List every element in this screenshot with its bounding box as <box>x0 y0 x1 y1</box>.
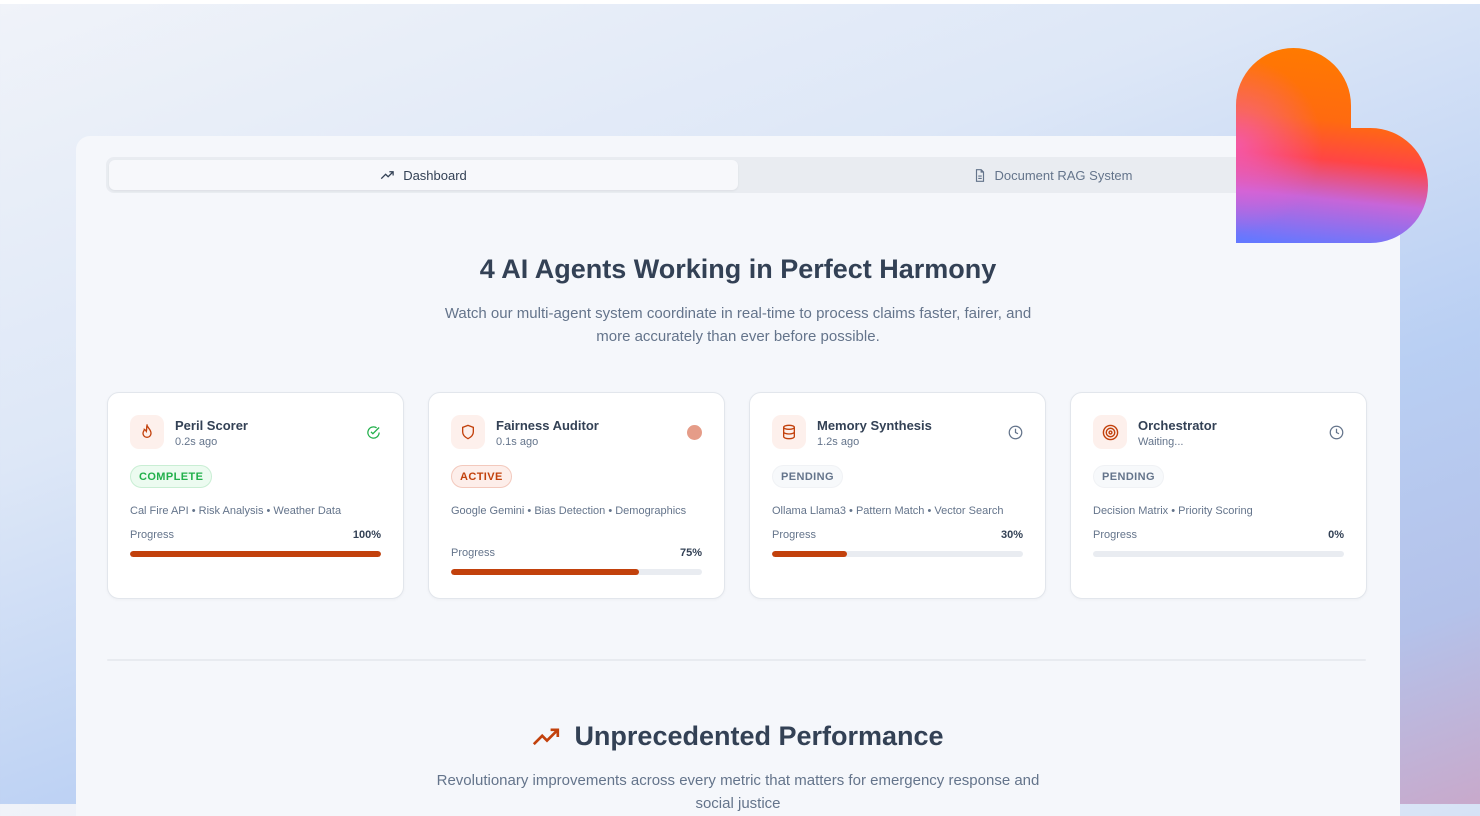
section-divider <box>107 659 1366 661</box>
agent-time: Waiting... <box>1138 436 1184 448</box>
shield-icon <box>451 415 485 449</box>
agent-name: Orchestrator <box>1138 418 1217 433</box>
progress-label: Progress <box>1093 529 1138 541</box>
clock-icon <box>1008 425 1023 440</box>
agent-time: 0.1s ago <box>496 436 539 448</box>
agent-time: 0.2s ago <box>175 436 218 448</box>
check-circle-icon <box>367 426 380 439</box>
agent-name: Peril Scorer <box>175 418 248 433</box>
trending-up-icon <box>533 727 560 745</box>
agent-time: 1.2s ago <box>817 436 860 448</box>
agent-name: Memory Synthesis <box>817 418 932 433</box>
performance-heading: Unprecedented Performance <box>76 721 1400 752</box>
tab-bar: Dashboard Document RAG System <box>106 157 1370 193</box>
agent-tags: Google Gemini • Bias Detection • Demogra… <box>451 505 687 517</box>
status-badge: PENDING <box>1093 465 1164 488</box>
progress-row: Progress 100% <box>130 529 381 541</box>
progress-value: 0% <box>1328 529 1344 541</box>
progress-value: 75% <box>679 547 702 559</box>
progress-label: Progress <box>772 529 817 541</box>
agent-tags: Ollama Llama3 • Pattern Match • Vector S… <box>772 505 1004 517</box>
progress-value: 100% <box>352 529 381 541</box>
agent-name: Fairness Auditor <box>496 418 599 433</box>
trending-up-icon <box>380 170 394 179</box>
progress-fill <box>451 569 640 575</box>
heart-logo <box>1236 48 1428 243</box>
target-icon <box>1093 415 1127 449</box>
progress-row: Progress 0% <box>1093 529 1344 541</box>
tab-document-rag[interactable]: Document RAG System <box>738 160 1367 190</box>
progress-bar <box>130 551 381 557</box>
tab-label: Dashboard <box>403 167 467 183</box>
status-badge: PENDING <box>772 465 843 488</box>
progress-bar <box>1093 551 1344 557</box>
performance-subtitle: Revolutionary improvements across every … <box>436 772 1040 812</box>
progress-fill <box>130 551 381 557</box>
flame-icon <box>130 415 164 449</box>
tab-dashboard[interactable]: Dashboard <box>109 160 738 190</box>
progress-fill <box>772 551 848 557</box>
status-badge: COMPLETE <box>130 465 213 488</box>
progress-row: Progress 75% <box>451 547 702 559</box>
progress-bar <box>772 551 1023 557</box>
page-subtitle: Watch our multi-agent system coordinate … <box>444 305 1032 345</box>
clock-icon <box>1329 425 1344 440</box>
page-title: 4 AI Agents Working in Perfect Harmony <box>479 254 997 284</box>
agent-tags: Decision Matrix • Priority Scoring <box>1093 505 1253 517</box>
status-badge: ACTIVE <box>451 465 512 488</box>
tab-label: Document RAG System <box>994 167 1133 183</box>
active-dot-icon <box>687 425 702 440</box>
agent-card-fairness-auditor: Fairness Auditor 0.1s ago ACTIVE Google … <box>428 392 725 599</box>
agent-cards: Peril Scorer 0.2s ago COMPLETE Cal Fire … <box>107 392 1367 599</box>
progress-label: Progress <box>451 547 496 559</box>
database-icon <box>772 415 806 449</box>
main-panel: Dashboard Document RAG System 4 AI Agent… <box>76 136 1400 816</box>
progress-value: 30% <box>1000 529 1023 541</box>
progress-label: Progress <box>130 529 175 541</box>
agent-card-memory-synthesis: Memory Synthesis 1.2s ago PENDING Ollama… <box>749 392 1046 599</box>
progress-bar <box>451 569 702 575</box>
performance-title: Unprecedented Performance <box>574 721 944 751</box>
agent-card-peril-scorer: Peril Scorer 0.2s ago COMPLETE Cal Fire … <box>107 392 404 599</box>
agent-tags: Cal Fire API • Risk Analysis • Weather D… <box>130 505 342 517</box>
progress-row: Progress 30% <box>772 529 1023 541</box>
top-strip <box>0 0 1480 4</box>
file-text-icon <box>975 168 984 182</box>
agent-card-orchestrator: Orchestrator Waiting... PENDING Decision… <box>1070 392 1367 599</box>
